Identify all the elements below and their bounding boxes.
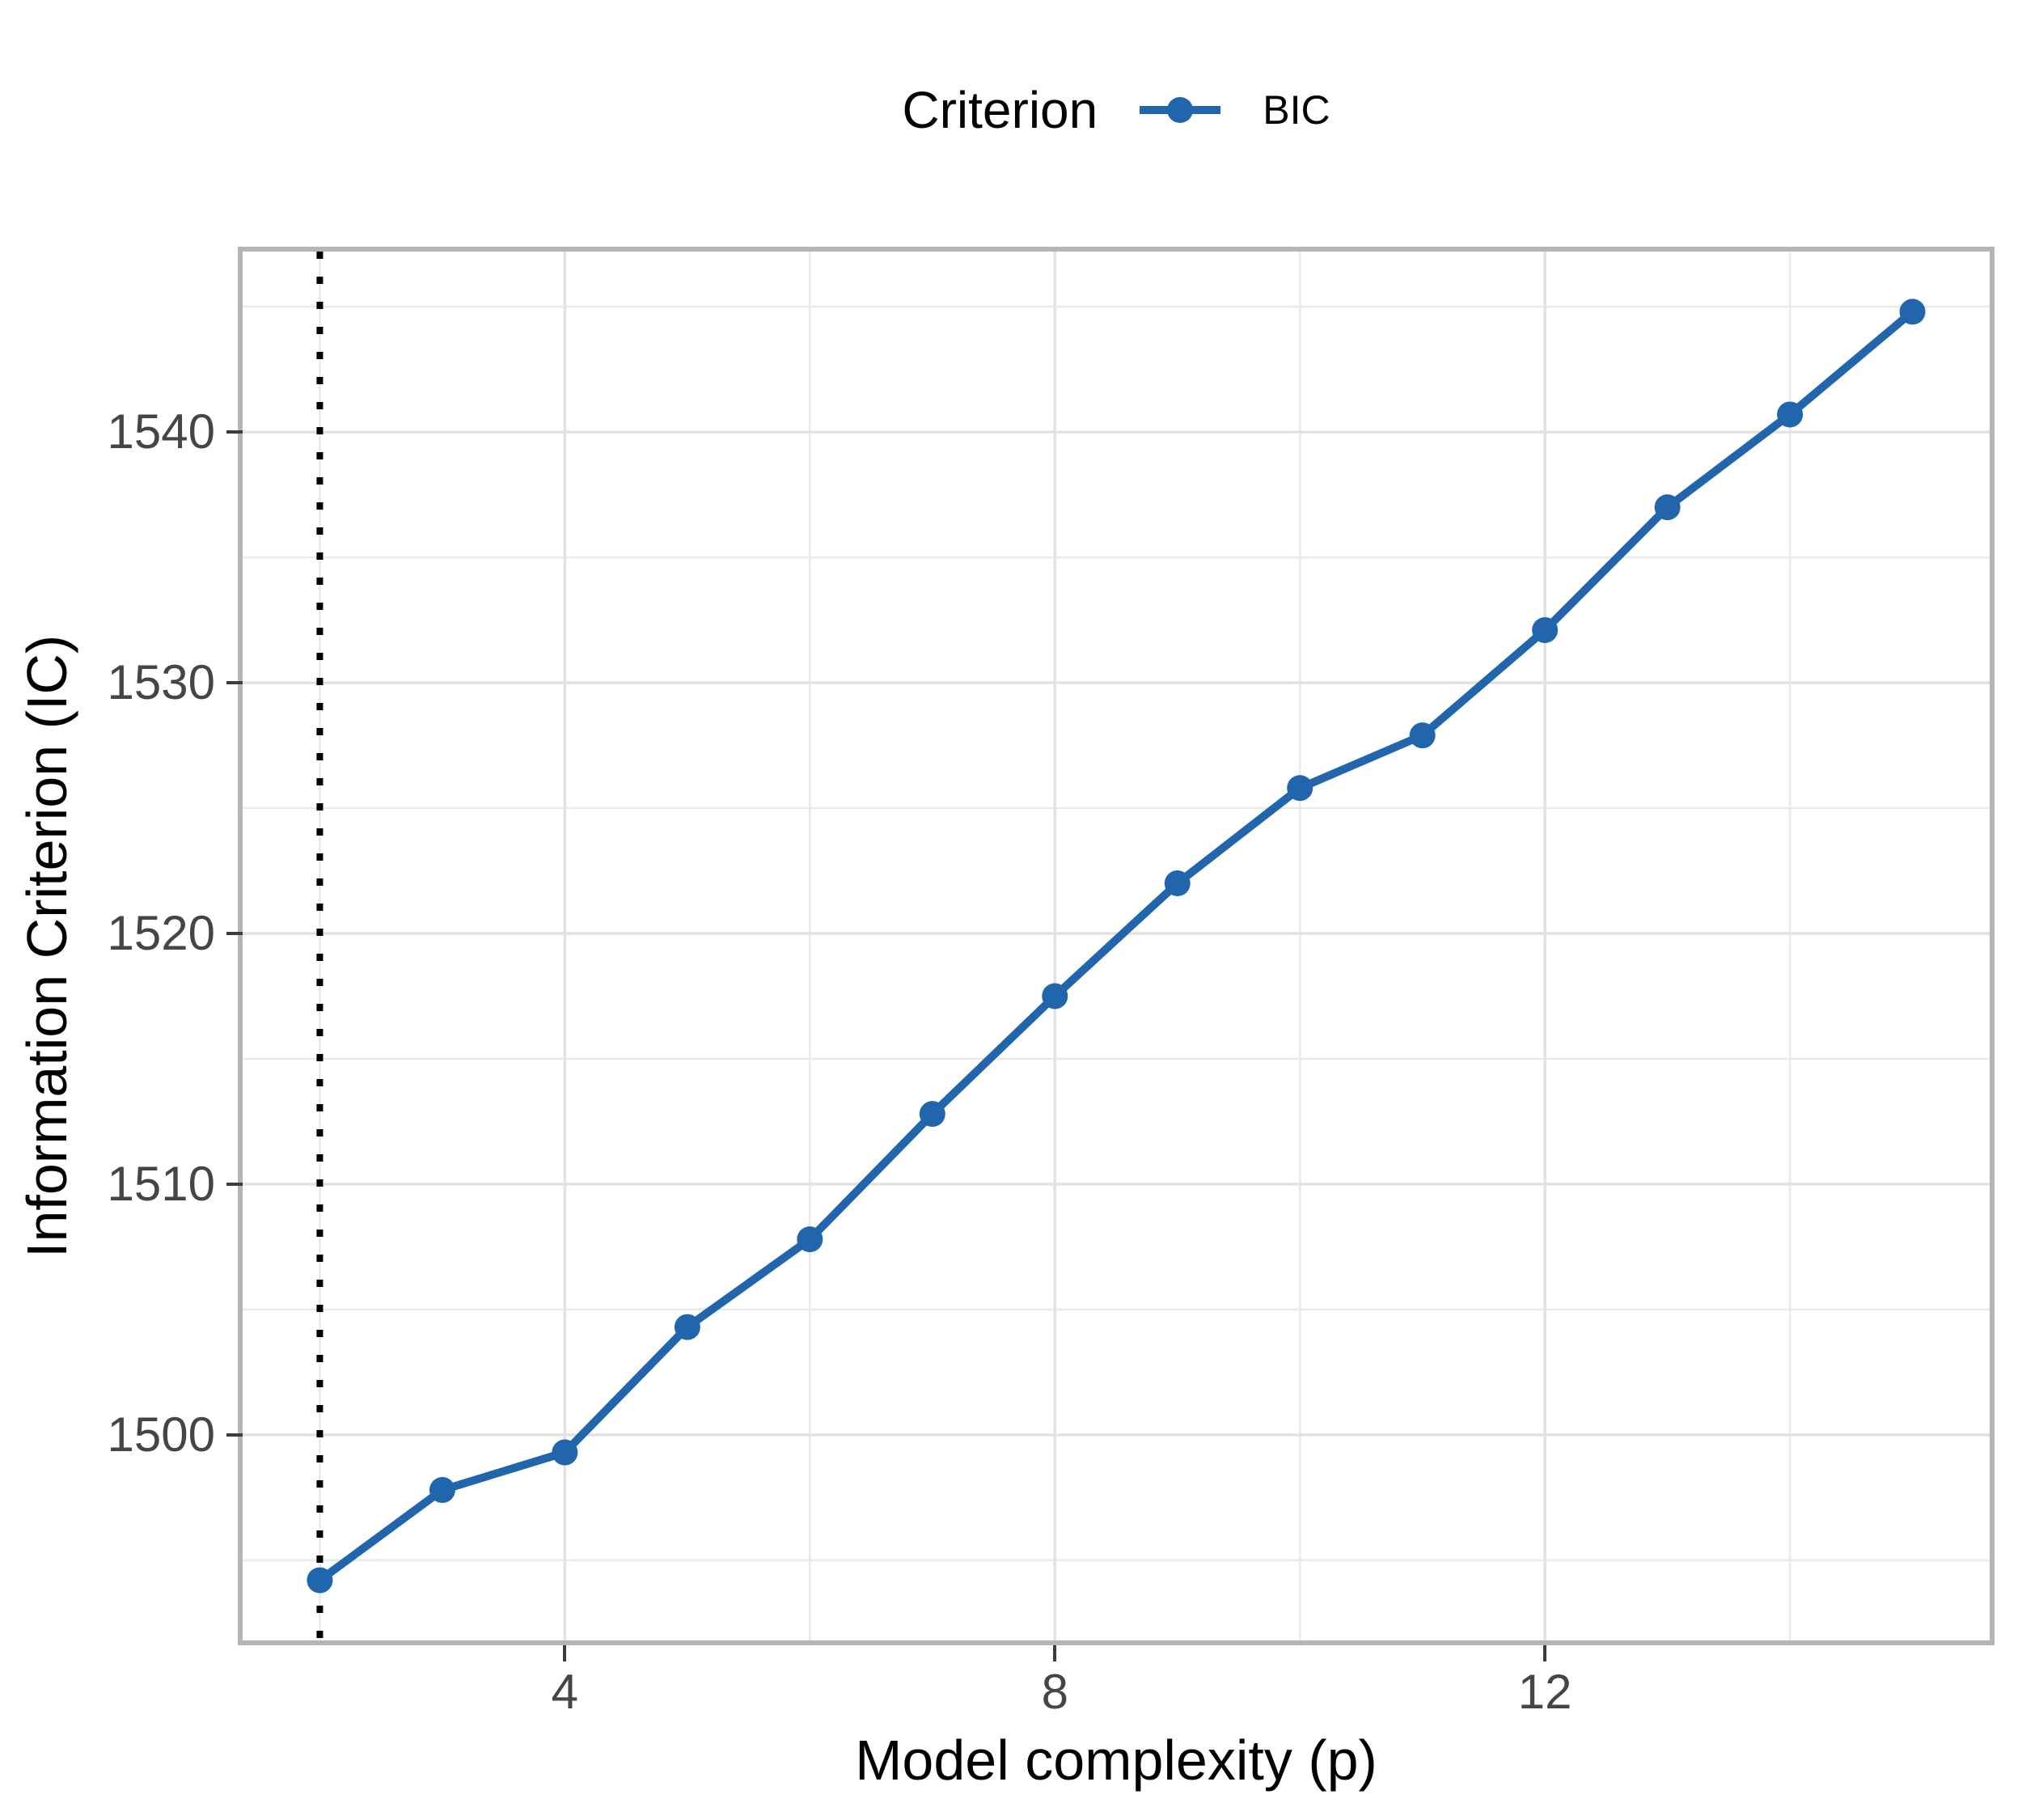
legend-title: Criterion <box>902 81 1098 139</box>
bic-line <box>317 308 1915 1584</box>
y-tick-mark <box>226 932 243 935</box>
y-tick-mark <box>226 1182 243 1186</box>
y-tick-label: 1530 <box>107 655 215 710</box>
x-tick-mark <box>563 1645 567 1661</box>
legend-key-line-point-icon <box>1140 97 1221 123</box>
x-tick-mark <box>1543 1645 1547 1661</box>
bic-point <box>1409 722 1436 749</box>
plot-panel <box>238 247 1995 1645</box>
bic-point <box>797 1226 823 1253</box>
legend-label-bic: BIC <box>1263 87 1330 133</box>
bic-point <box>674 1314 700 1340</box>
y-tick-label: 1540 <box>107 404 215 459</box>
bic-point <box>552 1439 578 1466</box>
bic-point <box>307 1567 333 1594</box>
bic-point <box>1287 775 1313 802</box>
bic-point <box>1777 401 1804 428</box>
x-tick-label: 4 <box>551 1665 579 1719</box>
y-tick-mark <box>226 1433 243 1437</box>
x-axis-title: Model complexity (p) <box>855 1729 1377 1792</box>
x-tick-mark <box>1053 1645 1057 1661</box>
x-tick-label: 12 <box>1517 1665 1572 1719</box>
bic-point <box>1042 983 1068 1009</box>
bic-point <box>429 1477 455 1504</box>
legend: Criterion BIC <box>243 71 1990 149</box>
x-tick-label: 8 <box>1041 1665 1068 1719</box>
plot-area <box>243 252 1990 1640</box>
bic-point <box>1532 616 1559 643</box>
bic-point <box>1654 494 1681 521</box>
y-tick-label: 1500 <box>107 1407 215 1462</box>
bic-point <box>919 1101 945 1128</box>
y-tick-mark <box>226 681 243 685</box>
bic-point <box>1899 298 1926 325</box>
y-tick-label: 1510 <box>107 1156 215 1211</box>
bic-point <box>1164 870 1191 897</box>
y-tick-mark <box>226 430 243 434</box>
y-tick-label: 1520 <box>107 906 215 960</box>
y-axis-title: Information Criterion (IC) <box>15 634 78 1258</box>
